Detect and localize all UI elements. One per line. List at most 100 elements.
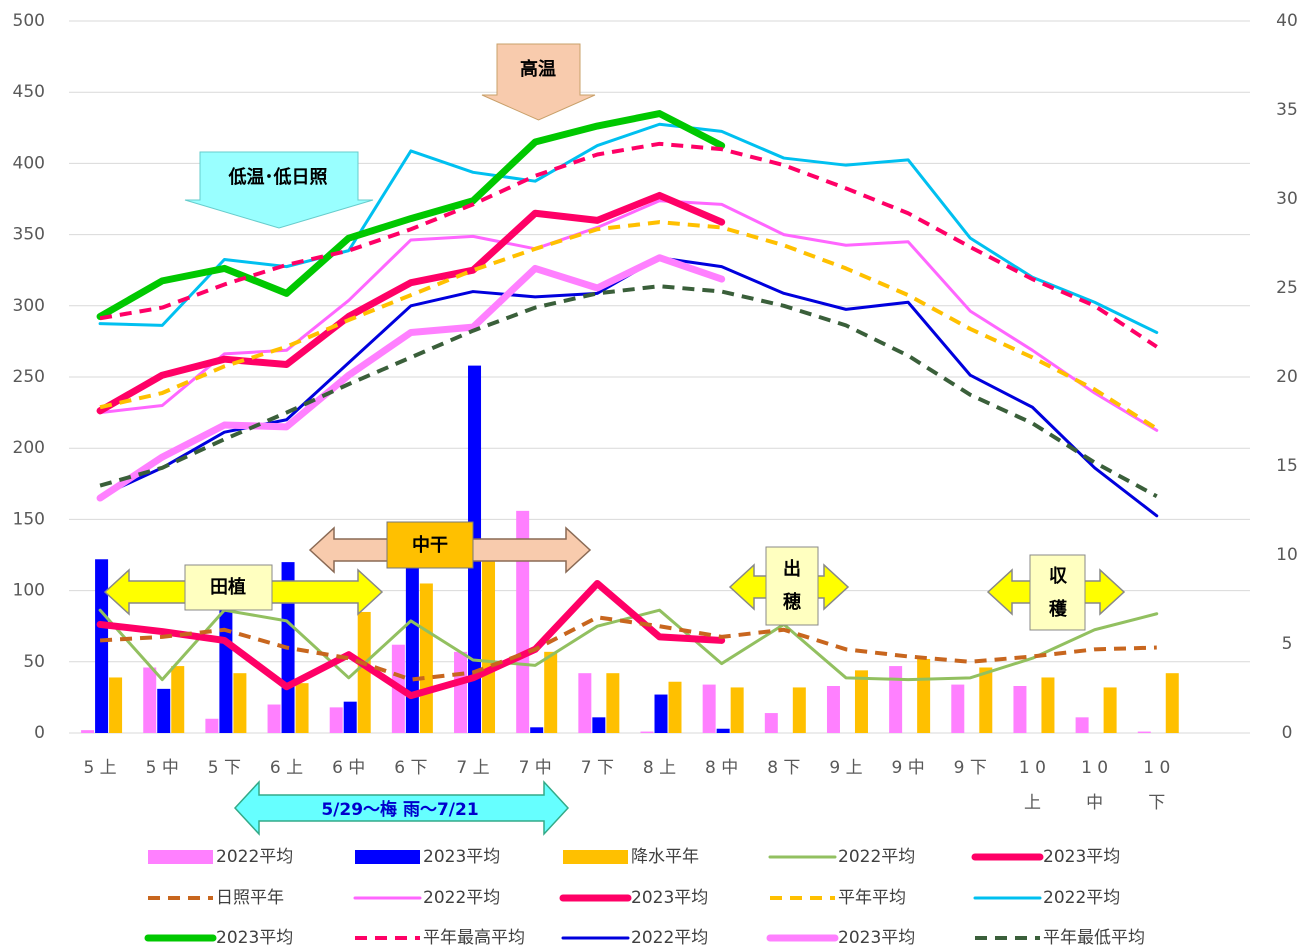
y2-tick-label: 20 <box>1276 367 1298 387</box>
double-arrow <box>233 780 570 836</box>
annotation: 穫 <box>1049 599 1068 620</box>
legend-label: 降水平年 <box>631 847 699 867</box>
bar <box>889 666 903 733</box>
x-tick-label: 9 下 <box>954 758 987 778</box>
bar <box>826 686 840 733</box>
line <box>98 199 1159 432</box>
line <box>99 141 1158 349</box>
x-tick-label: 中 <box>1086 793 1103 813</box>
bar <box>951 684 965 733</box>
x-tick-label: 7 上 <box>456 758 489 778</box>
bar <box>95 559 109 733</box>
y2-tick-label: 40 <box>1276 11 1298 31</box>
annotation: 5/29～梅 雨～7/21 <box>321 799 478 820</box>
y2-tick-label: 25 <box>1276 278 1298 298</box>
bar <box>544 651 558 733</box>
bar <box>357 611 371 733</box>
legend-label: 2023平均 <box>216 928 293 948</box>
legend-label: 2023平均 <box>631 888 708 908</box>
legend-label: 2022平均 <box>216 847 293 867</box>
bar <box>979 667 993 733</box>
y-tick-label: 400 <box>13 153 45 173</box>
legend-swatch <box>148 850 213 864</box>
bar <box>219 607 233 733</box>
line <box>99 615 1157 682</box>
bar <box>792 687 806 733</box>
bar <box>854 670 868 733</box>
y2-tick-label: 5 <box>1282 634 1293 654</box>
legend-label: 平年平均 <box>838 888 906 908</box>
bar <box>343 701 357 733</box>
line <box>98 122 1159 334</box>
label-box <box>765 546 819 626</box>
legend-label: 平年最高平均 <box>423 928 525 948</box>
label-box <box>1029 554 1086 631</box>
y-tick-label: 300 <box>13 296 45 316</box>
bar <box>1137 731 1151 733</box>
annotation: 田植 <box>210 576 246 598</box>
label-box <box>386 521 474 569</box>
line <box>96 579 726 700</box>
bar <box>233 673 247 733</box>
x-tick-label: 1 0 <box>1019 758 1046 778</box>
y-tick-label: 350 <box>13 225 45 245</box>
bar <box>516 510 530 733</box>
x-tick-label: 6 中 <box>332 758 365 778</box>
legend-label: 2022平均 <box>631 928 708 948</box>
x-tick-label: 8 下 <box>767 758 800 778</box>
annotation: 収 <box>1049 566 1068 587</box>
bar <box>1103 687 1117 733</box>
bar <box>702 684 716 733</box>
x-tick-label: 8 上 <box>643 758 676 778</box>
bar <box>109 677 123 733</box>
legend-label: 平年最低平均 <box>1043 928 1145 948</box>
y2-tick-label: 15 <box>1276 456 1298 476</box>
arrow-callout <box>481 43 596 121</box>
x-tick-label: 9 上 <box>829 758 862 778</box>
y-tick-label: 500 <box>13 11 45 31</box>
y-tick-label: 450 <box>13 82 45 102</box>
bar <box>578 673 592 733</box>
line <box>98 608 1159 682</box>
bar <box>295 683 309 733</box>
legend-swatch <box>563 850 628 864</box>
y-tick-label: 0 <box>34 723 45 743</box>
x-tick-label: 7 中 <box>519 758 552 778</box>
x-tick-label: 6 下 <box>394 758 427 778</box>
x-tick-label: 8 中 <box>705 758 738 778</box>
line <box>99 220 1158 431</box>
y-tick-label: 50 <box>23 652 45 672</box>
y2-tick-label: 30 <box>1276 189 1298 209</box>
x-tick-label: 9 中 <box>892 758 925 778</box>
bar <box>1165 673 1179 733</box>
bar <box>157 688 171 733</box>
bar <box>1013 686 1027 733</box>
y-tick-label: 100 <box>13 581 45 601</box>
legend-label: 2022平均 <box>1043 888 1120 908</box>
annotation: 低温･低日照 <box>228 166 328 188</box>
x-tick-label: 1 0 <box>1081 758 1108 778</box>
label-box <box>184 564 273 611</box>
arrow-callout <box>184 151 374 229</box>
bar <box>171 666 185 733</box>
bar <box>81 730 95 733</box>
bar <box>329 707 343 733</box>
bar <box>668 681 682 733</box>
legend-label: 2023平均 <box>1043 847 1120 867</box>
x-tick-label: 5 上 <box>83 758 116 778</box>
annotation: 出 <box>783 558 801 580</box>
x-tick-label: 5 下 <box>208 758 241 778</box>
bar <box>592 717 606 733</box>
y-tick-label: 150 <box>13 509 45 529</box>
line <box>96 254 726 502</box>
bar <box>454 651 468 733</box>
y2-tick-label: 10 <box>1276 545 1298 565</box>
x-tick-label: 5 中 <box>146 758 179 778</box>
bar <box>640 731 654 733</box>
bar <box>606 673 620 733</box>
bar <box>143 667 157 733</box>
y2-tick-label: 35 <box>1276 100 1298 120</box>
line <box>96 110 726 320</box>
bar <box>482 555 496 733</box>
